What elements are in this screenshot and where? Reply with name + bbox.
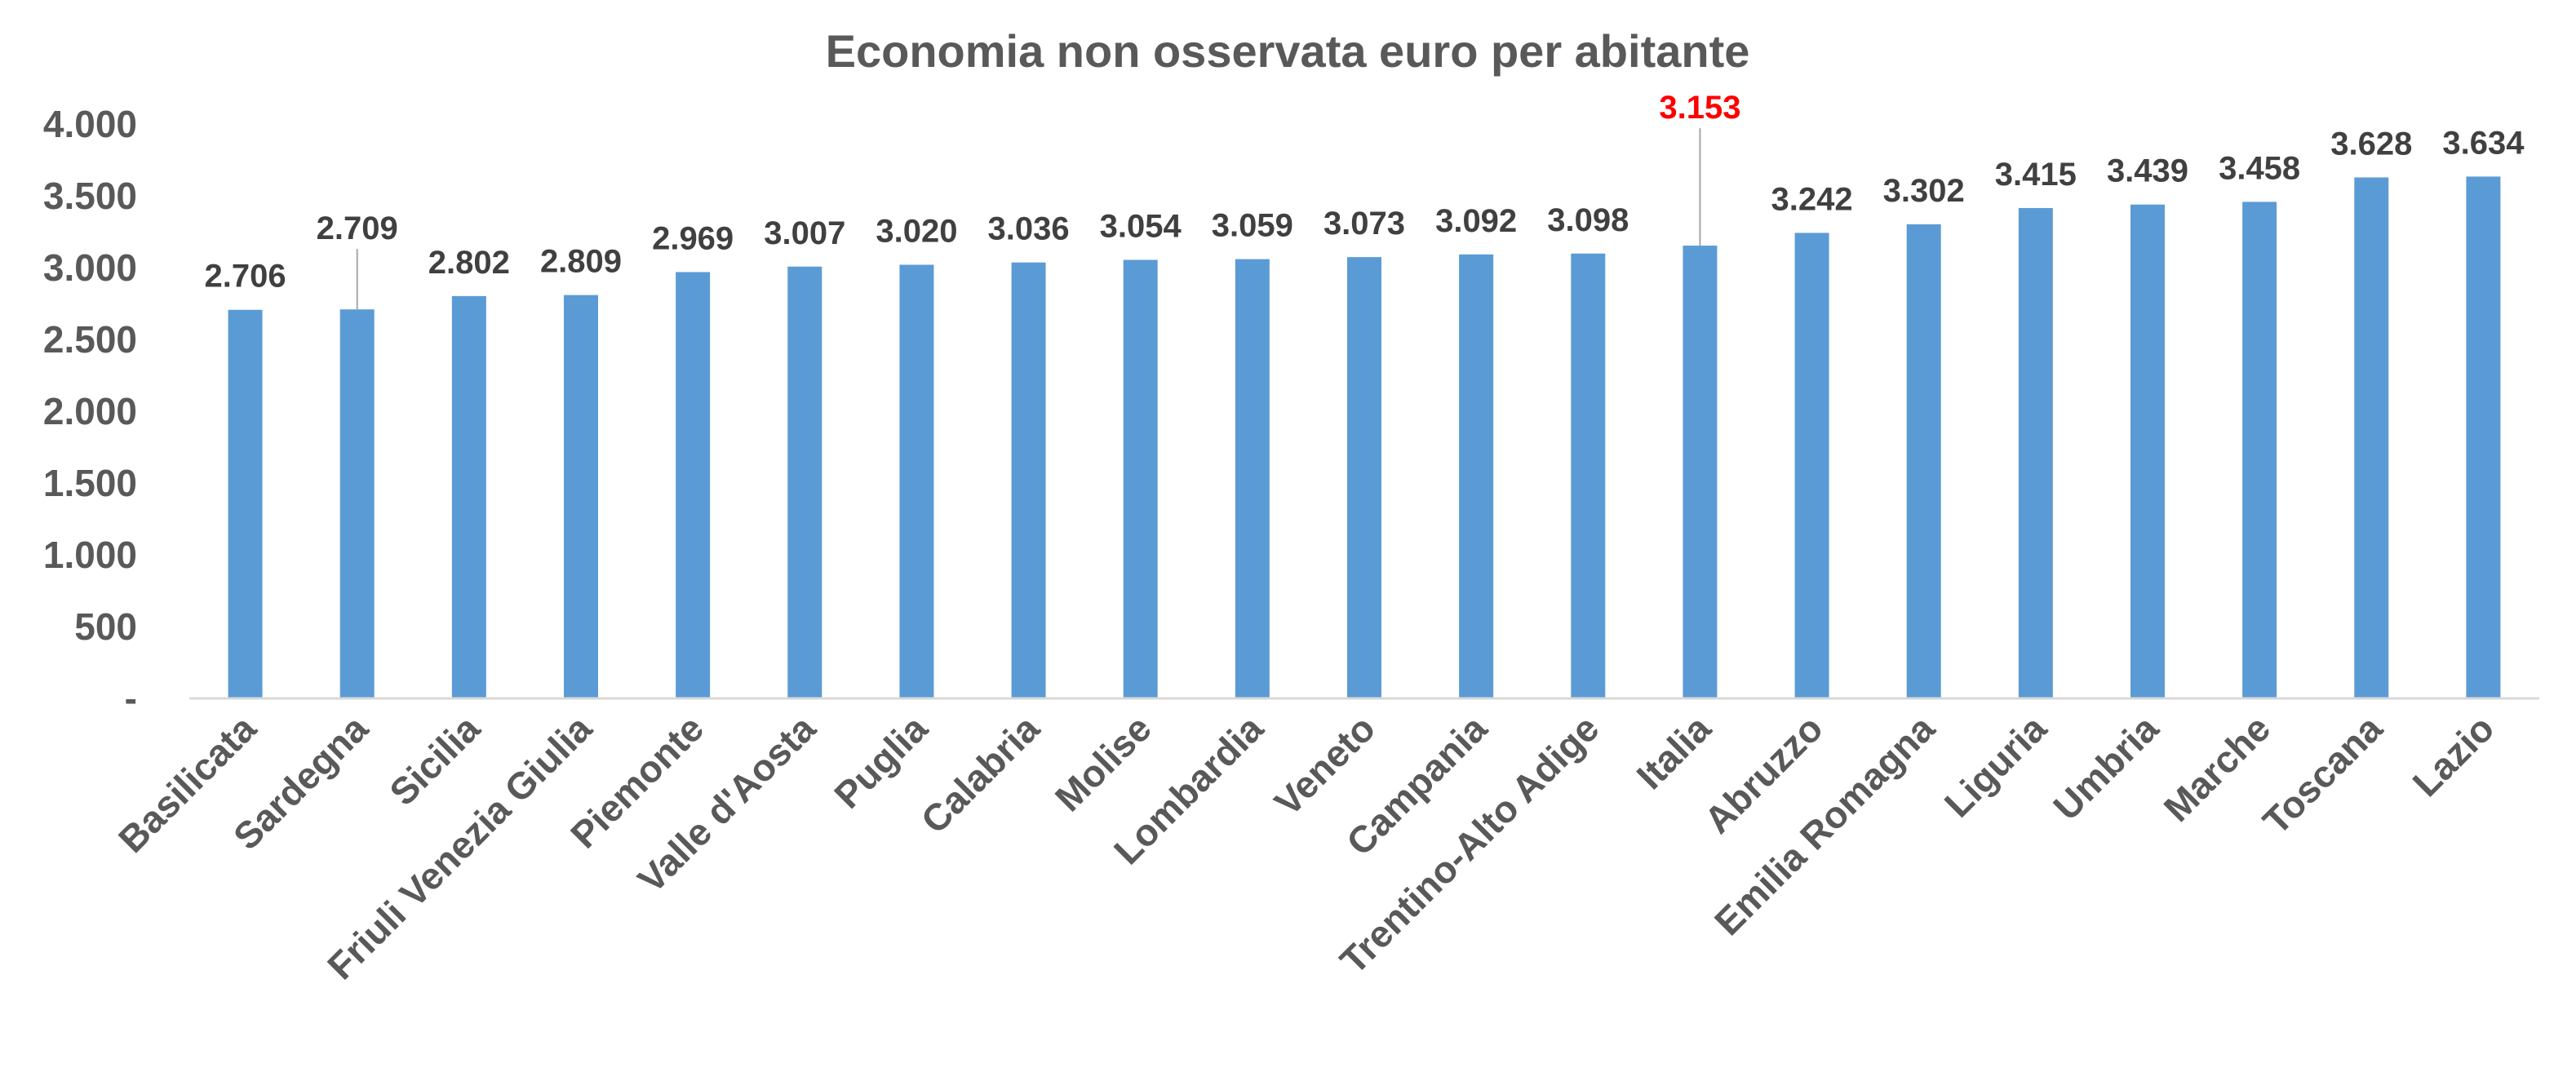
y-tick-label: 3.000 [43,246,137,289]
data-label: 2.802 [428,245,510,281]
data-label: 3.153 [1659,90,1740,126]
y-tick-label: 2.500 [43,318,137,361]
bar [787,266,822,698]
x-tick-label: Italia [1629,707,1719,797]
y-axis: - 500 1.000 1.500 2.000 2.500 3.000 3.500 4.000 [43,103,137,720]
data-label: 3.302 [1883,173,1965,209]
chart-title: Economia non osservata euro per abitante [826,25,1750,77]
bar [2018,207,2053,698]
data-label: 3.054 [1100,208,1182,244]
data-label: 3.415 [1995,157,2077,193]
data-label: 3.439 [2107,153,2188,189]
data-label: 3.458 [2219,150,2300,186]
x-tick-label: Calabria [913,707,1048,841]
bar [1235,259,1270,699]
data-label: 3.092 [1435,203,1517,239]
data-label: 3.628 [2330,126,2412,162]
y-tick-label: 4.000 [43,103,137,145]
bar [564,295,598,698]
x-tick-label: Molise [1047,707,1159,819]
bar [2466,176,2501,698]
bar [339,309,375,698]
y-tick-label: 500 [74,605,137,648]
bar [228,309,263,698]
bar [451,295,486,698]
data-label: 3.036 [988,211,1070,247]
bar [1011,262,1046,698]
y-tick-label: 2.000 [43,390,137,432]
bar [1123,259,1158,699]
bar [676,272,711,698]
data-label: 3.059 [1212,208,1293,244]
x-tick-label: Liguria [1936,707,2055,825]
data-label: 3.007 [764,215,845,251]
data-label: 2.809 [540,244,622,280]
bar [1347,257,1381,699]
data-label: 2.709 [317,210,398,246]
bar [2130,204,2165,699]
y-tick-label: 1.000 [43,534,137,576]
x-tick-label: Umbria [2045,707,2166,828]
x-tick-label: Sicilia [381,707,488,813]
data-label: 2.969 [652,220,734,256]
y-tick-label: 3.500 [43,175,137,217]
data-label: 3.098 [1547,202,1629,238]
x-tick-label: Toscana [2255,707,2391,843]
data-label: 2.706 [205,259,286,295]
data-labels: 2.706 2.709 2.802 2.809 2.969 3.007 3.020 3.036… [205,90,2525,295]
y-tick-label: - [125,677,137,720]
bar [2242,202,2277,699]
bar [1571,253,1606,698]
bar [1906,224,1941,698]
bar [1683,246,1718,698]
x-tick-label: Lazio [2405,707,2503,804]
data-label: 3.073 [1323,206,1405,242]
data-label: 3.242 [1771,181,1853,217]
bar [899,264,934,699]
y-tick-label: 1.500 [43,462,137,504]
bar [2354,177,2389,699]
bar [1459,254,1494,699]
x-tick-label: Puglia [826,707,936,817]
data-label: 3.020 [876,213,957,249]
bars [228,176,2501,699]
leader-lines [356,128,1701,310]
data-label: 3.634 [2442,125,2525,161]
bar [1794,233,1829,699]
